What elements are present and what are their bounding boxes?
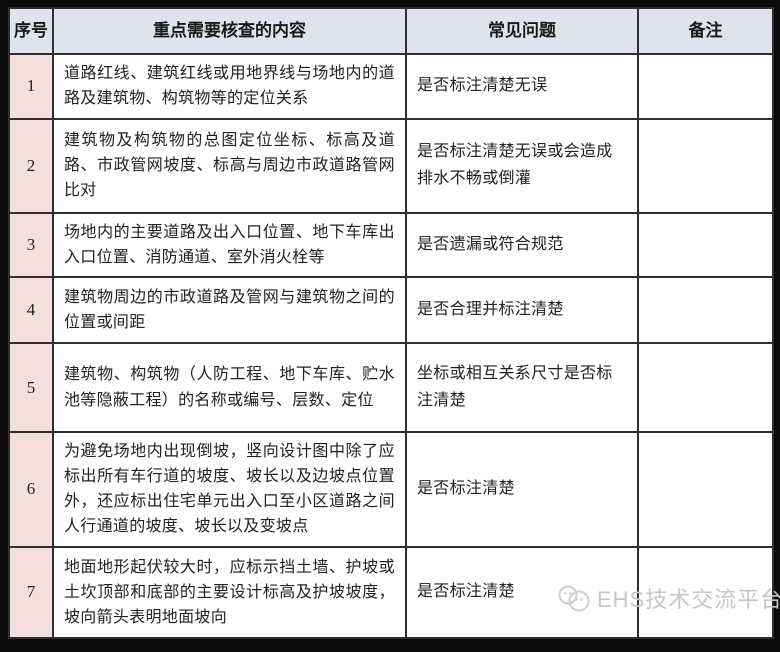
cell-no-5: 5 <box>8 342 54 433</box>
cell-content-2: 建筑物及构筑物的总图定位坐标、标高及道路、市政管网坡度、标高与周边市政道路管网比… <box>52 117 407 214</box>
cell-remark-2 <box>637 117 774 214</box>
cell-remark-4 <box>637 276 774 345</box>
table-row-6: 6 为避免场地内出现倒坡，竖向设计图中除了应标出所有车行道的坡度、坡长以及边坡点… <box>8 430 774 548</box>
table-row-4: 4 建筑物周边的市政道路及管网与建筑物之间的位置或间距 是否合理并标注清楚 <box>8 276 774 345</box>
cell-content-4: 建筑物周边的市政道路及管网与建筑物之间的位置或间距 <box>52 276 407 345</box>
header-row: 序号 重点需要核查的内容 常见问题 备注 <box>8 6 774 56</box>
table-row-5: 5 建筑物、构筑物（人防工程、地下车库、贮水池等隐蔽工程）的名称或编号、层数、定… <box>8 342 774 433</box>
table-row-3: 3 场地内的主要道路及出入口位置、地下车库出入口位置、消防通道、室外消火栓等 是… <box>8 211 774 279</box>
cell-problem-4: 是否合理并标注清楚 <box>405 276 639 345</box>
cell-problem-5: 坐标或相互关系尺寸是否标注清楚 <box>405 342 639 433</box>
column-header-content: 重点需要核查的内容 <box>52 6 407 56</box>
cell-remark-7 <box>637 545 774 640</box>
cell-content-7: 地面地形起伏较大时，应标示挡土墙、护坡或土坎顶部和底部的主要设计标高及护坡坡度，… <box>52 545 407 640</box>
column-header-problem: 常见问题 <box>405 6 639 56</box>
cell-problem-1: 是否标注清楚无误 <box>405 53 639 120</box>
table-row-2: 2 建筑物及构筑物的总图定位坐标、标高及道路、市政管网坡度、标高与周边市政道路管… <box>8 117 774 214</box>
cell-content-3: 场地内的主要道路及出入口位置、地下车库出入口位置、消防通道、室外消火栓等 <box>52 211 407 279</box>
cell-content-5: 建筑物、构筑物（人防工程、地下车库、贮水池等隐蔽工程）的名称或编号、层数、定位 <box>52 342 407 433</box>
table-row-1: 1 道路红线、建筑红线或用地界线与场地内的道路及建筑物、构筑物等的定位关系 是否… <box>8 53 774 120</box>
cell-no-3: 3 <box>8 211 54 279</box>
cell-problem-6: 是否标注清楚 <box>405 430 639 548</box>
column-header-no: 序号 <box>8 6 54 56</box>
cell-no-2: 2 <box>8 117 54 214</box>
cell-remark-6 <box>637 430 774 548</box>
cell-problem-3: 是否遗漏或符合规范 <box>405 211 639 279</box>
checklist-table-container: 序号 重点需要核查的内容 常见问题 备注 1 道路红线、建筑红线或用地界线与场地… <box>8 6 774 640</box>
site-plan-review-checklist-table: 序号 重点需要核查的内容 常见问题 备注 1 道路红线、建筑红线或用地界线与场地… <box>8 6 774 640</box>
cell-no-1: 1 <box>8 53 54 120</box>
cell-content-6: 为避免场地内出现倒坡，竖向设计图中除了应标出所有车行道的坡度、坡长以及边坡点位置… <box>52 430 407 548</box>
table-row-7: 7 地面地形起伏较大时，应标示挡土墙、护坡或土坎顶部和底部的主要设计标高及护坡坡… <box>8 545 774 640</box>
column-header-remark: 备注 <box>637 6 774 56</box>
cell-problem-2: 是否标注清楚无误或会造成排水不畅或倒灌 <box>405 117 639 214</box>
cell-remark-5 <box>637 342 774 433</box>
cell-no-4: 4 <box>8 276 54 345</box>
cell-remark-1 <box>637 53 774 120</box>
cell-content-1: 道路红线、建筑红线或用地界线与场地内的道路及建筑物、构筑物等的定位关系 <box>52 53 407 120</box>
cell-no-6: 6 <box>8 430 54 548</box>
cell-problem-7: 是否标注清楚 <box>405 545 639 640</box>
cell-remark-3 <box>637 211 774 279</box>
cell-no-7: 7 <box>8 545 54 640</box>
